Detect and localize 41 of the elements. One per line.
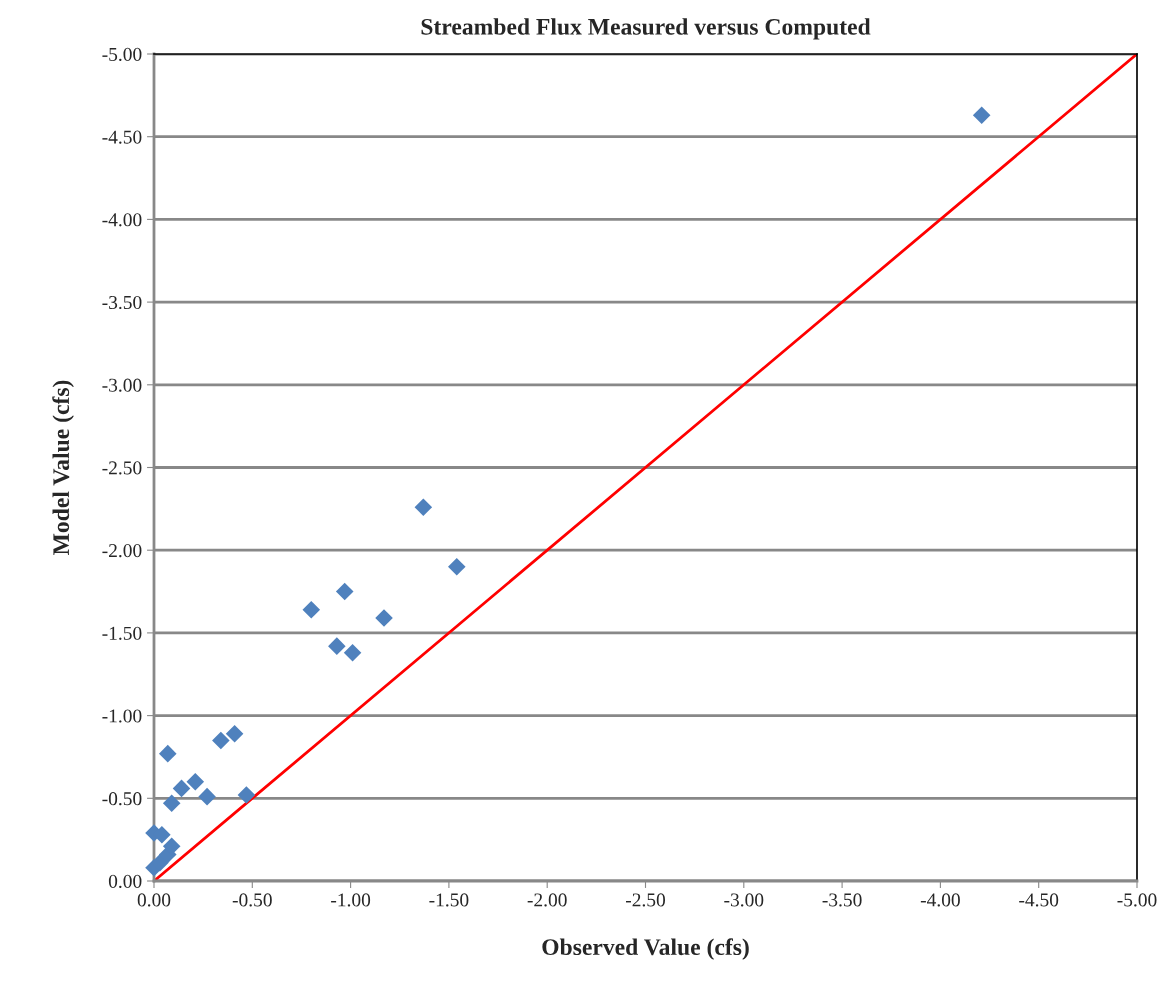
point [335,582,354,601]
point [343,643,362,662]
x-tick-label: -4.50 [1019,893,1059,907]
x-tick-label: -3.50 [822,893,862,907]
y-tick-label: -2.00 [102,544,142,558]
x-tick-label: -2.00 [527,893,567,907]
y-tick-label: -3.50 [102,295,142,310]
point [225,725,244,743]
x-tick-label: -2.50 [625,893,666,907]
point [237,786,256,804]
x-tick-label: -4.00 [920,893,960,907]
x-tick-label: -3.00 [724,893,764,907]
y-axis-title: Model Value (cfs) [52,380,74,555]
x-axis-title: Observed Value (cfs) [542,938,749,960]
x-tick-label: -1.00 [331,893,371,907]
y-tick-label: -4.00 [102,213,142,227]
point [414,498,433,516]
x-tick-label: 0.00 [137,893,171,907]
point [375,609,393,627]
point [172,779,191,798]
y-tick-label: -5.00 [102,47,142,62]
x-tick-label: -0.50 [232,893,272,907]
chart-title: Streambed Flux Measured versus Computed [421,18,871,40]
x-tick-label: -5.00 [1117,893,1157,907]
y-tick-label: -1.50 [102,626,142,640]
point [328,637,346,655]
y-tick-label: -4.50 [102,130,142,144]
y-tick-label: -3.00 [102,378,142,392]
y-tick-label: -1.00 [102,709,142,723]
point [447,557,466,576]
point [972,106,991,124]
point [158,744,177,763]
y-tick-label: -2.50 [102,461,142,475]
point [302,600,321,619]
x-tick-label: -1.50 [429,893,469,907]
point [198,787,216,806]
point [212,731,230,750]
point [162,794,181,813]
y-tick-label: 0.00 [108,874,142,889]
y-tick-label: -0.50 [102,792,142,806]
point [186,772,205,791]
